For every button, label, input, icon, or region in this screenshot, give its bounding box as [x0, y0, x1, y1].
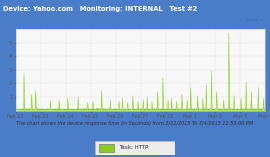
- Text: Task: HTTP: Task: HTTP: [119, 145, 148, 150]
- FancyBboxPatch shape: [94, 141, 176, 155]
- Text: Zoom +: Zoom +: [246, 18, 263, 22]
- Text: Device: Yahoo.com   Monitoring: INTERNAL   Test #2: Device: Yahoo.com Monitoring: INTERNAL T…: [3, 6, 197, 12]
- Text: The chart shows the device response time (in Seconds) from 2/22/2015 To 3/4/2015: The chart shows the device response time…: [16, 121, 254, 126]
- Bar: [99, 144, 114, 152]
